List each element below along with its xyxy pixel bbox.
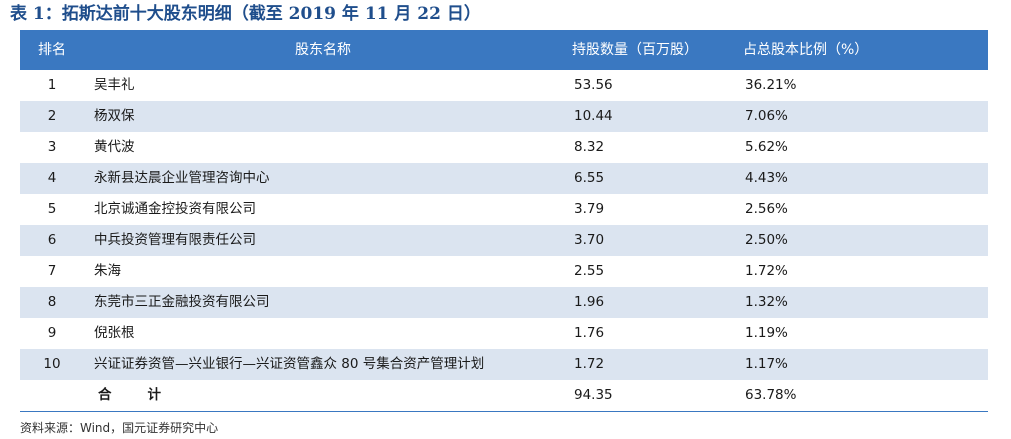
rank-cell: 3 [47, 139, 57, 155]
rank-cell: 10 [43, 356, 61, 372]
header-name: 股东名称 [295, 42, 351, 58]
name-cell: 杨双保 [94, 108, 135, 124]
table-row: 1 吴丰礼 53.56 36.21% [20, 70, 988, 101]
total-label: 合计 [84, 380, 562, 411]
ratio-cell: 4.43% [745, 170, 788, 186]
header-shares: 持股数量（百万股） [572, 42, 698, 58]
rank-cell: 5 [47, 201, 57, 217]
table-row: 7 朱海 2.55 1.72% [20, 256, 988, 287]
name-cell: 倪张根 [94, 325, 135, 341]
ratio-cell: 1.72% [745, 263, 788, 279]
table-row: 3 黄代波 8.32 5.62% [20, 132, 988, 163]
total-shares-cell: 94.35 [574, 387, 613, 403]
name-cell: 黄代波 [94, 139, 135, 155]
total-rank-cell [20, 380, 84, 411]
shares-cell: 2.55 [574, 263, 605, 279]
table-row: 8 东莞市三正金融投资有限公司 1.96 1.32% [20, 287, 988, 318]
total-label-second: 计 [147, 387, 162, 403]
name-cell: 东莞市三正金融投资有限公司 [94, 294, 270, 310]
total-row: 合计 94.35 63.78% [20, 380, 988, 412]
shares-cell: 3.70 [574, 232, 605, 248]
header-ratio: 占总股本比例（%） [743, 42, 869, 58]
rank-cell: 8 [47, 294, 57, 310]
table-row: 4 永新县达晨企业管理咨询中心 6.55 4.43% [20, 163, 988, 194]
shares-cell: 8.32 [574, 139, 605, 155]
rank-cell: 2 [47, 108, 57, 124]
rank-cell: 1 [47, 77, 57, 93]
name-cell: 北京诚通金控投资有限公司 [94, 201, 256, 217]
table-row: 5 北京诚通金控投资有限公司 3.79 2.56% [20, 194, 988, 225]
ratio-cell: 1.32% [745, 294, 788, 310]
shares-cell: 6.55 [574, 170, 605, 186]
shares-cell: 1.76 [574, 325, 605, 341]
name-cell: 兴证证券资管—兴业银行—兴证资管鑫众 80 号集合资产管理计划 [94, 356, 485, 372]
table-header: 排名 股东名称 持股数量（百万股） 占总股本比例（%） [20, 30, 988, 70]
shares-cell: 53.56 [574, 77, 613, 93]
rank-cell: 6 [47, 232, 57, 248]
shares-cell: 1.96 [574, 294, 605, 310]
shares-cell: 1.72 [574, 356, 605, 372]
ratio-cell: 1.19% [745, 325, 788, 341]
total-label-first: 合 [98, 387, 112, 403]
name-cell: 朱海 [94, 263, 121, 279]
shares-cell: 10.44 [574, 108, 613, 124]
ratio-cell: 2.56% [745, 201, 788, 217]
table-row: 2 杨双保 10.44 7.06% [20, 101, 988, 132]
name-cell: 永新县达晨企业管理咨询中心 [94, 170, 270, 186]
ratio-cell: 2.50% [745, 232, 788, 248]
header-rank: 排名 [38, 42, 66, 58]
table-row: 10 兴证证券资管—兴业银行—兴证资管鑫众 80 号集合资产管理计划 1.72 … [20, 349, 988, 380]
ratio-cell: 1.17% [745, 356, 788, 372]
name-cell: 吴丰礼 [94, 77, 135, 93]
ratio-cell: 36.21% [745, 77, 797, 93]
rank-cell: 4 [47, 170, 57, 186]
shares-cell: 3.79 [574, 201, 605, 217]
table-row: 6 中兵投资管理有限责任公司 3.70 2.50% [20, 225, 988, 256]
total-ratio-cell: 63.78% [745, 387, 797, 403]
ratio-cell: 5.62% [745, 139, 788, 155]
shareholder-table: 排名 股东名称 持股数量（百万股） 占总股本比例（%） 1 吴丰礼 53.56 … [20, 30, 988, 412]
source-note: 资料来源：Wind，国元证券研究中心 [20, 421, 219, 435]
rank-cell: 9 [47, 325, 57, 341]
rank-cell: 7 [47, 263, 57, 279]
table-title: 表 1：拓斯达前十大股东明细（截至 2019 年 11 月 22 日） [10, 4, 481, 24]
name-cell: 中兵投资管理有限责任公司 [94, 232, 256, 248]
ratio-cell: 7.06% [745, 108, 788, 124]
table-row: 9 倪张根 1.76 1.19% [20, 318, 988, 349]
